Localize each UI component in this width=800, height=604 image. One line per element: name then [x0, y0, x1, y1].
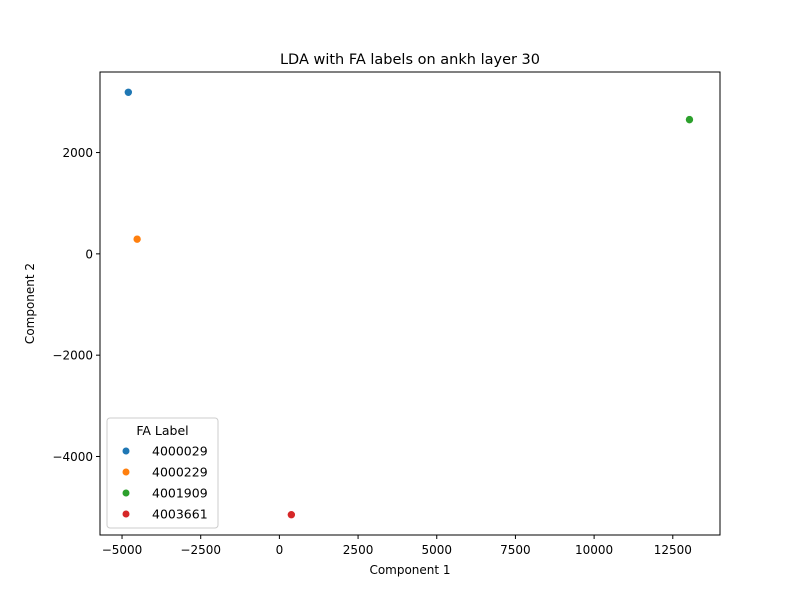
legend-marker — [122, 510, 130, 518]
legend-label: 4000229 — [152, 465, 208, 480]
plot-area-frame — [99, 71, 721, 536]
x-tick-label: −2500 — [180, 543, 221, 557]
x-tick-label: 2500 — [343, 543, 374, 557]
legend-marker — [122, 447, 130, 455]
x-tick-label: 5000 — [421, 543, 452, 557]
x-tick-label: 0 — [276, 543, 284, 557]
x-axis-label: Component 1 — [369, 563, 450, 577]
x-tick-label: 7500 — [500, 543, 531, 557]
x-axis-ticks: −5000 −2500 0 2500 5000 7500 10000 12500 — [102, 535, 692, 557]
legend-title: FA Label — [136, 423, 188, 438]
x-tick-label: 12500 — [654, 543, 692, 557]
y-tick-label: −2000 — [52, 349, 93, 363]
legend-items: 4000029 4000229 4001909 4003661 — [122, 444, 208, 522]
legend-label: 4003661 — [152, 507, 208, 522]
legend-box — [106, 417, 219, 529]
x-tick-label: 10000 — [575, 543, 613, 557]
scatter-point — [287, 510, 296, 520]
legend-marker — [122, 489, 130, 497]
scatter-point — [132, 234, 142, 244]
chart-title: LDA with FA labels on ankh layer 30 — [280, 52, 540, 68]
scatter-point — [124, 87, 133, 97]
y-tick-label: −4000 — [52, 450, 93, 464]
legend-marker — [122, 468, 130, 476]
legend-label: 4000029 — [152, 444, 208, 459]
legend-label: 4001909 — [152, 486, 208, 501]
data-points — [124, 87, 694, 520]
legend: FA Label 4000029 4000229 4001909 4003661 — [106, 417, 219, 529]
scatter-point — [685, 115, 694, 124]
y-tick-label: 0 — [85, 247, 93, 261]
y-tick-label: 2000 — [62, 146, 93, 160]
y-axis-label: Component 2 — [23, 263, 37, 344]
x-tick-label: −5000 — [102, 543, 143, 557]
y-axis-ticks: −4000 −2000 0 2000 — [52, 146, 100, 464]
